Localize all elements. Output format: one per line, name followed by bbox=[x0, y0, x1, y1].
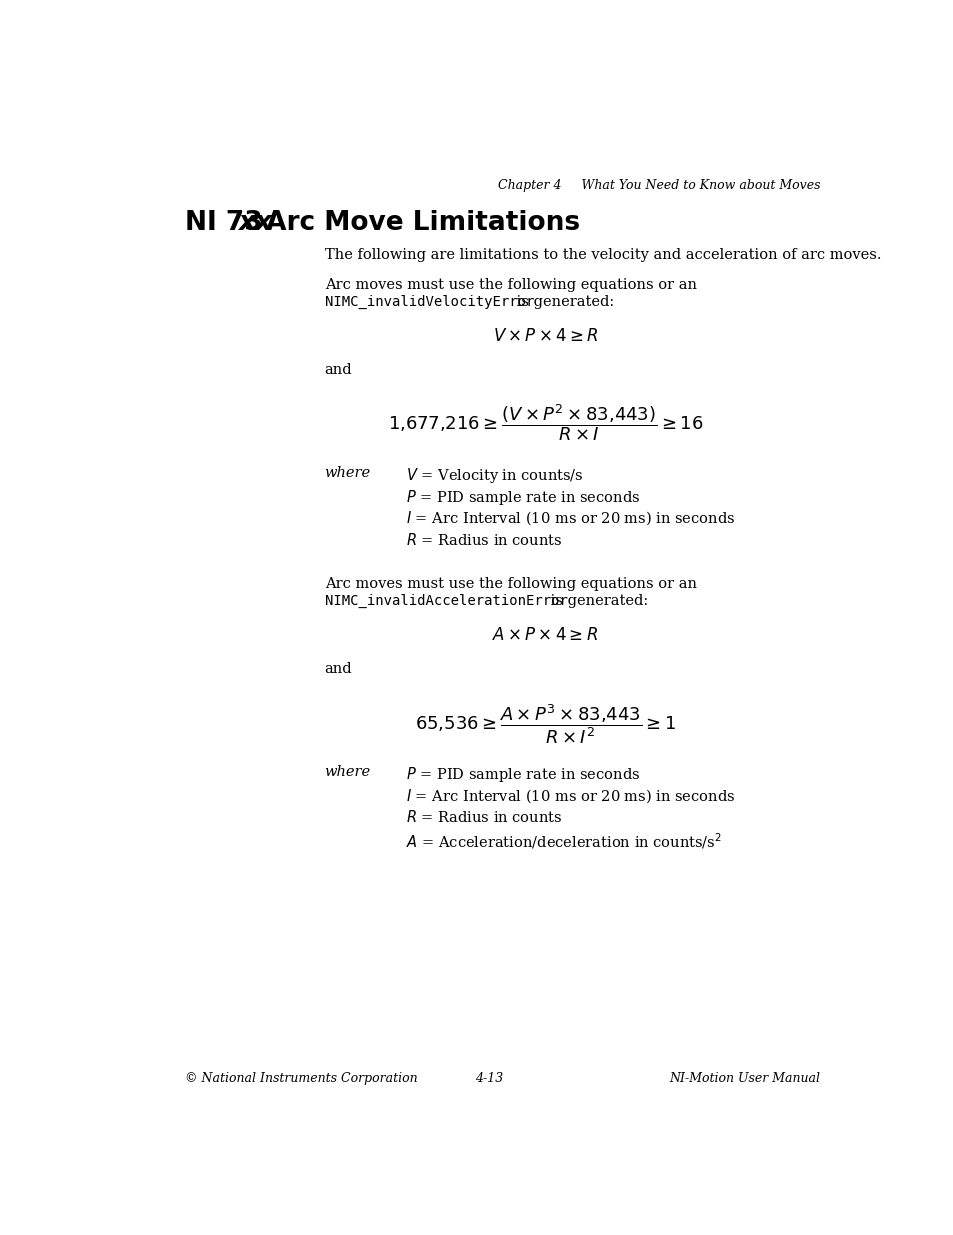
Text: The following are limitations to the velocity and acceleration of arc moves.: The following are limitations to the vel… bbox=[324, 248, 881, 262]
Text: $P$ = PID sample rate in seconds: $P$ = PID sample rate in seconds bbox=[406, 488, 639, 506]
Text: is generated:: is generated: bbox=[545, 594, 647, 608]
Text: Arc Move Limitations: Arc Move Limitations bbox=[257, 210, 579, 236]
Text: $V \times P \times 4 \geq R$: $V \times P \times 4 \geq R$ bbox=[493, 329, 598, 345]
Text: $I$ = Arc Interval (10 ms or 20 ms) in seconds: $I$ = Arc Interval (10 ms or 20 ms) in s… bbox=[406, 510, 735, 527]
Text: $R$ = Radius in counts: $R$ = Radius in counts bbox=[406, 809, 562, 825]
Text: $65{,}536 \geq \dfrac{A \times P^3 \times 83{,}443}{R \times I^2} \geq 1$: $65{,}536 \geq \dfrac{A \times P^3 \time… bbox=[415, 701, 676, 746]
Text: NIMC_invalidVelocityError: NIMC_invalidVelocityError bbox=[324, 295, 534, 309]
Text: is generated:: is generated: bbox=[512, 295, 614, 309]
Text: $1{,}677{,}216 \geq \dfrac{(V \times P^2 \times 83{,}443)}{R \times I} \geq 16$: $1{,}677{,}216 \geq \dfrac{(V \times P^2… bbox=[387, 403, 702, 443]
Text: NI 73: NI 73 bbox=[185, 210, 262, 236]
Text: xx: xx bbox=[238, 210, 272, 236]
Text: Chapter 4     What You Need to Know about Moves: Chapter 4 What You Need to Know about Mo… bbox=[497, 179, 820, 191]
Text: $V$ = Velocity in counts/s: $V$ = Velocity in counts/s bbox=[406, 466, 583, 485]
Text: NI-Motion User Manual: NI-Motion User Manual bbox=[669, 1072, 820, 1086]
Text: Arc moves must use the following equations or an: Arc moves must use the following equatio… bbox=[324, 577, 696, 590]
Text: $P$ = PID sample rate in seconds: $P$ = PID sample rate in seconds bbox=[406, 764, 639, 784]
Text: and: and bbox=[324, 363, 352, 377]
Text: NIMC_invalidAccelerationError: NIMC_invalidAccelerationError bbox=[324, 594, 567, 608]
Text: where: where bbox=[324, 764, 371, 779]
Text: and: and bbox=[324, 662, 352, 676]
Text: 4-13: 4-13 bbox=[475, 1072, 502, 1086]
Text: $A \times P \times 4 \geq R$: $A \times P \times 4 \geq R$ bbox=[492, 627, 598, 645]
Text: where: where bbox=[324, 466, 371, 480]
Text: $A$ = Acceleration/deceleration in counts/s$^2$: $A$ = Acceleration/deceleration in count… bbox=[406, 831, 721, 851]
Text: © National Instruments Corporation: © National Instruments Corporation bbox=[185, 1072, 417, 1086]
Text: $R$ = Radius in counts: $R$ = Radius in counts bbox=[406, 531, 562, 547]
Text: $I$ = Arc Interval (10 ms or 20 ms) in seconds: $I$ = Arc Interval (10 ms or 20 ms) in s… bbox=[406, 787, 735, 805]
Text: Arc moves must use the following equations or an: Arc moves must use the following equatio… bbox=[324, 278, 696, 291]
